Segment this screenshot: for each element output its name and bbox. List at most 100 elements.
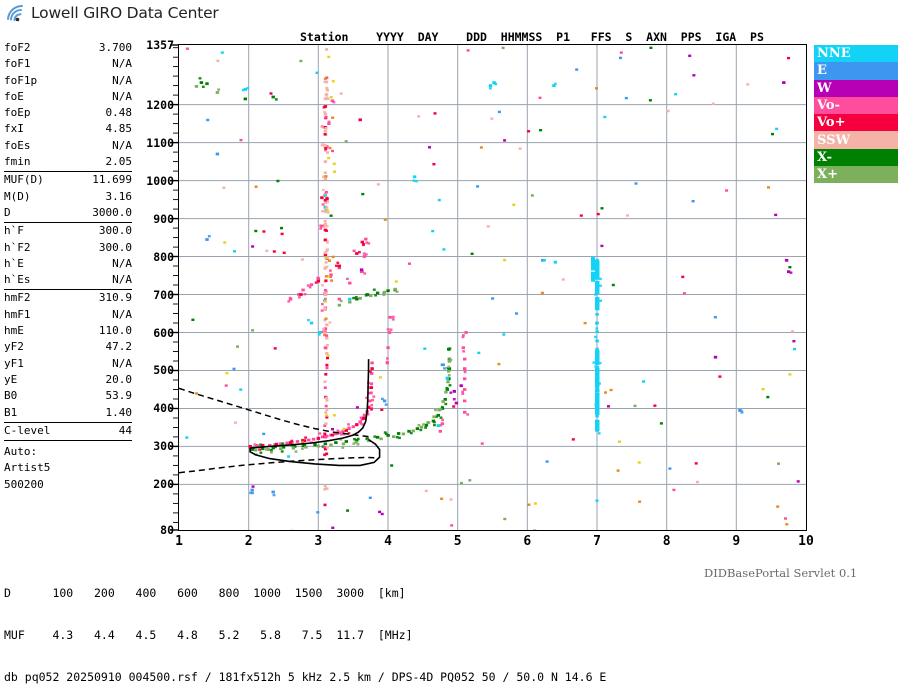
background-noise	[185, 47, 799, 530]
x-tick-label: 2	[245, 534, 253, 549]
param-key: h`F2	[4, 240, 31, 256]
brand-title: Lowell GIRO Data Center	[31, 4, 219, 22]
legend-item-w[interactable]: W	[814, 80, 898, 97]
param-key: B0	[4, 388, 17, 404]
legend-item-label: X+	[817, 167, 838, 182]
auto-line: Artist5	[4, 460, 132, 476]
param-key: hmF2	[4, 290, 31, 306]
y-tick-label: 1100	[146, 136, 174, 150]
wifi-arc-logo-icon	[6, 4, 28, 22]
auto-line: 500200	[4, 477, 132, 493]
param-key: B1	[4, 405, 17, 421]
legend-item-x[interactable]: X+	[814, 166, 898, 183]
param-key: h`Es	[4, 272, 31, 288]
y-tick-label: 600	[153, 326, 174, 340]
param-key: foEp	[4, 105, 31, 121]
param-key: foE	[4, 89, 24, 105]
param-key: D	[4, 205, 11, 221]
legend-item-label: Vo+	[817, 115, 845, 130]
param-key: yF1	[4, 356, 24, 372]
param-key: h`F	[4, 223, 24, 239]
servlet-label: DIDBasePortal Servlet 0.1	[704, 566, 857, 580]
footer-db-line: db pq052 20250910 004500.rsf / 181fx512h…	[4, 670, 606, 684]
legend-item-label: W	[817, 81, 832, 96]
x-tick-label: 9	[732, 534, 740, 549]
footer-info: D 100 200 400 600 800 1000 1500 3000 [km…	[4, 558, 606, 698]
param-key: foF1p	[4, 73, 37, 89]
ordinary-trace-solid	[250, 359, 369, 448]
ionogram-plot[interactable]	[178, 44, 807, 531]
y-tick-label: 1000	[146, 174, 174, 188]
y-tick-label: 300	[153, 439, 174, 453]
x-tick-label: 4	[384, 534, 392, 549]
legend-item-label: E	[817, 63, 827, 78]
param-key: yE	[4, 372, 17, 388]
legend-item-vo[interactable]: Vo+	[814, 114, 898, 131]
footer-d-line: D 100 200 400 600 800 1000 1500 3000 [km…	[4, 586, 606, 600]
auto-line: Auto:	[4, 444, 132, 460]
x-tick-label: 3	[314, 534, 322, 549]
legend-item-e[interactable]: E	[814, 62, 898, 79]
x-tick-label: 10	[798, 534, 814, 549]
x-tick-label: 7	[593, 534, 601, 549]
x-tick-label: 8	[663, 534, 671, 549]
legend-item-label: NNE	[817, 46, 851, 61]
x-tick-label: 6	[523, 534, 531, 549]
param-key: foF2	[4, 40, 31, 56]
param-key: MUF(D)	[4, 172, 44, 188]
param-key: fmin	[4, 154, 31, 170]
y-tick-label: 800	[153, 250, 174, 264]
legend-item-nne[interactable]: NNE	[814, 45, 898, 62]
interference-stripe-7mhz	[591, 257, 600, 432]
legend-item-label: SSW	[817, 133, 850, 148]
y-tick-label: 1200	[146, 98, 174, 112]
legend-item-vo[interactable]: Vo-	[814, 97, 898, 114]
series-nne	[242, 81, 602, 434]
x-tick-label: 5	[454, 534, 462, 549]
param-row: M(D)3.16	[4, 189, 132, 205]
muf-curve-dashed-upper	[179, 388, 369, 436]
legend-item-label: Vo-	[817, 98, 840, 113]
ionogram-canvas[interactable]	[179, 45, 806, 530]
param-row: MUF(D)11.699	[4, 172, 132, 188]
param-key: h`E	[4, 256, 24, 272]
series-x	[195, 85, 453, 456]
legend-item-label: X-	[817, 150, 832, 165]
legend-item-ssw[interactable]: SSW	[814, 131, 898, 148]
param-key: C-level	[4, 423, 50, 439]
param-key: yF2	[4, 339, 24, 355]
param-key: foF1	[4, 56, 31, 72]
legend-item-x[interactable]: X-	[814, 149, 898, 166]
param-key: M(D)	[4, 189, 31, 205]
series-w	[360, 81, 792, 404]
param-key: foEs	[4, 138, 31, 154]
y-tick-label: 200	[153, 477, 174, 491]
param-key: fxI	[4, 121, 24, 137]
station-header-labels: Station YYYY DAY DDD HHMMSS P1 FFS S AXN…	[300, 31, 778, 44]
